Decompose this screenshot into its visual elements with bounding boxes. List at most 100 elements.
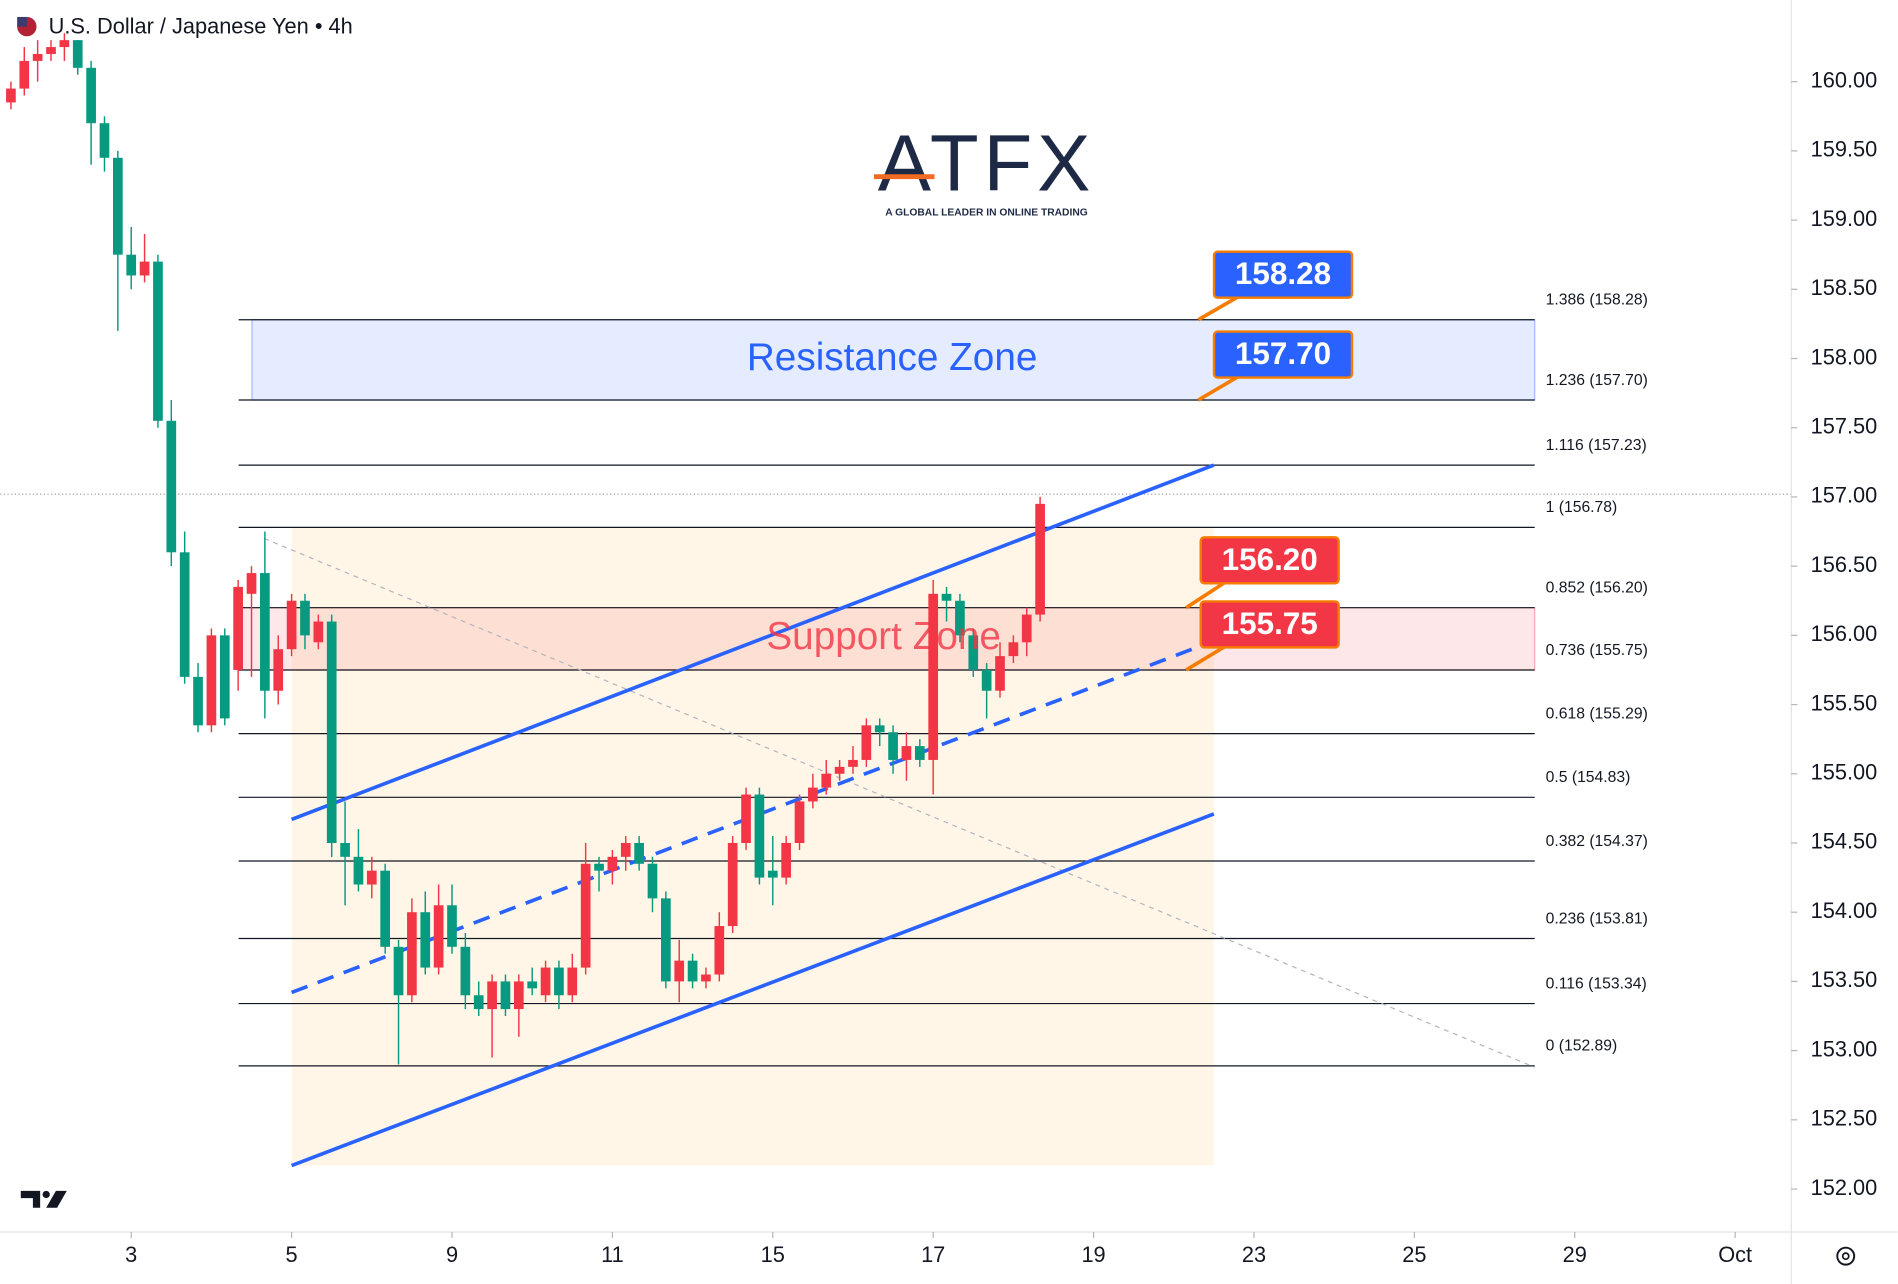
- y-tick-label: 155.50: [1811, 690, 1878, 715]
- x-tick-label: 11: [601, 1242, 624, 1267]
- candle-body: [126, 254, 137, 276]
- x-tick-label: 25: [1402, 1242, 1426, 1267]
- candle-body: [206, 635, 217, 726]
- candle-body: [834, 766, 845, 774]
- candle-body: [59, 40, 70, 48]
- candle-body: [741, 794, 751, 843]
- x-tick-label: Oct: [1718, 1242, 1752, 1267]
- x-tick-label: 15: [761, 1242, 785, 1267]
- candle-body: [113, 157, 123, 255]
- x-tick-label: 29: [1563, 1242, 1587, 1267]
- fib-label: 1.236 (157.70): [1546, 372, 1648, 389]
- candle-body: [861, 725, 872, 760]
- y-tick-label: 152.00: [1811, 1175, 1878, 1200]
- candle-body: [754, 794, 765, 878]
- zone-label: Support Zone: [766, 615, 1001, 658]
- y-tick-label: 160.00: [1811, 67, 1878, 92]
- y-tick-label: 153.50: [1811, 967, 1878, 992]
- candle-body: [781, 842, 791, 878]
- candle-body: [513, 981, 524, 1010]
- callout-label: 155.75: [1222, 606, 1318, 641]
- candle-body: [701, 974, 711, 982]
- fib-label: 0.236 (153.81): [1546, 910, 1648, 927]
- fib-shade: [291, 527, 1214, 1166]
- trendline: [263, 537, 1535, 1068]
- candle-body: [380, 870, 391, 947]
- candle-body: [86, 67, 96, 124]
- x-tick-label: 3: [125, 1242, 137, 1267]
- candle-body: [661, 898, 671, 982]
- candle-body: [233, 586, 243, 670]
- candle-body: [620, 842, 631, 857]
- candle-body: [340, 842, 350, 857]
- y-tick-label: 157.50: [1811, 413, 1878, 438]
- candle-body: [674, 960, 685, 982]
- candle-body: [968, 635, 979, 670]
- candle-body: [607, 856, 618, 871]
- callout-box: [1212, 250, 1354, 299]
- fib-label: 0.852 (156.20): [1546, 579, 1648, 596]
- candle-body: [1008, 642, 1019, 657]
- candle-body: [634, 842, 644, 864]
- candle-body: [981, 669, 992, 691]
- candle-body: [687, 960, 698, 982]
- y-tick-label: 152.50: [1811, 1106, 1878, 1131]
- candle-body: [473, 995, 484, 1010]
- y-tick-label: 156.50: [1811, 552, 1878, 577]
- x-tick-label: 19: [1081, 1242, 1105, 1267]
- y-tick-label: 159.50: [1811, 137, 1878, 162]
- tradingview-logo-dot: [42, 1190, 50, 1199]
- fib-label: 1.116 (157.23): [1546, 437, 1647, 454]
- callout-pointer: [1197, 293, 1242, 322]
- candle-body: [1035, 503, 1045, 615]
- candle-body: [6, 88, 16, 103]
- candle-body: [153, 261, 163, 421]
- candle-body: [366, 870, 377, 885]
- fib-label: 0.618 (155.29): [1546, 705, 1648, 722]
- candle-body: [326, 621, 337, 843]
- candle-body: [393, 946, 404, 996]
- candle-body: [19, 60, 30, 89]
- candle-body: [407, 912, 417, 996]
- y-tick-label: 156.00: [1811, 621, 1878, 646]
- callout-box: [1199, 536, 1340, 585]
- candle-body: [874, 725, 885, 733]
- fib-label: 0.736 (155.75): [1546, 642, 1648, 659]
- fib-label: 0.116 (153.34): [1546, 975, 1647, 992]
- candle-body: [647, 863, 658, 899]
- fib-label: 0.5 (154.83): [1546, 769, 1631, 786]
- candle-body: [487, 981, 497, 1010]
- chart-title: U.S. Dollar / Japanese Yen • 4h: [49, 14, 353, 39]
- candle-body: [808, 787, 818, 802]
- candle-body: [32, 53, 43, 61]
- candle-body: [99, 123, 110, 158]
- x-tick-label: 9: [446, 1242, 458, 1267]
- y-tick-label: 154.00: [1811, 898, 1878, 923]
- candle-body: [714, 926, 725, 975]
- channel-upper: [290, 463, 1215, 822]
- y-tick-label: 157.00: [1811, 483, 1878, 508]
- candle-body: [580, 863, 591, 968]
- candle-body: [353, 856, 364, 885]
- tradingview-logo[interactable]: [20, 1190, 67, 1208]
- candle-body: [139, 261, 150, 276]
- candle-body: [260, 573, 270, 691]
- candle-body: [460, 946, 471, 996]
- candle-body: [193, 676, 203, 726]
- candle-body: [567, 967, 578, 996]
- callout-pointer: [1185, 579, 1229, 610]
- candle-body: [246, 573, 257, 594]
- candle-body: [554, 967, 564, 996]
- candle-body: [179, 552, 190, 677]
- x-tick-label: 23: [1242, 1242, 1266, 1267]
- settings-icon[interactable]: [1836, 1246, 1856, 1266]
- candle-body: [888, 732, 898, 760]
- candle-body: [848, 759, 858, 767]
- x-tick-label: 17: [921, 1242, 945, 1267]
- logo-tagline: A GLOBAL LEADER IN ONLINE TRADING: [885, 208, 1087, 219]
- candle-body: [300, 600, 310, 636]
- plot-area: 1.386 (158.28) 1.236 (157.70) 1.116 (157.2…: [0, 33, 1792, 1168]
- x-tick-label: 5: [286, 1242, 298, 1267]
- candle-body: [46, 47, 56, 54]
